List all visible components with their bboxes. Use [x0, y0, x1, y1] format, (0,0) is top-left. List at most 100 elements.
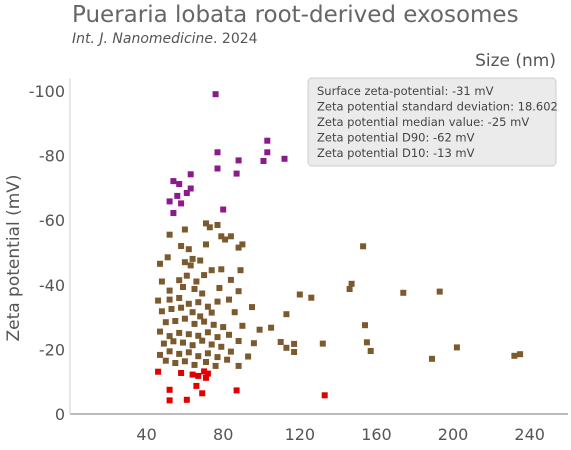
- data-point: [189, 371, 196, 378]
- data-point: [203, 374, 209, 381]
- data-point: [214, 334, 221, 341]
- data-point: [193, 278, 200, 285]
- data-point: [181, 259, 188, 266]
- data-point: [235, 288, 242, 295]
- data-point: [319, 340, 326, 347]
- data-point: [191, 361, 198, 368]
- data-point: [166, 296, 173, 303]
- data-point: [204, 370, 211, 377]
- data-point: [178, 304, 185, 311]
- data-point: [201, 368, 208, 375]
- data-points: [155, 91, 524, 404]
- data-point: [210, 321, 217, 328]
- data-point: [362, 322, 368, 329]
- data-point: [256, 326, 263, 333]
- data-point: [283, 311, 290, 318]
- data-point: [204, 350, 211, 357]
- data-point: [226, 331, 232, 338]
- data-point: [224, 356, 231, 363]
- data-point: [195, 332, 202, 339]
- data-point: [155, 297, 162, 304]
- data-point: [183, 190, 190, 196]
- data-point: [178, 370, 185, 376]
- data-point: [453, 344, 460, 351]
- data-point: [181, 226, 188, 233]
- data-point: [166, 287, 173, 294]
- data-point: [168, 306, 175, 312]
- data-point: [308, 294, 315, 301]
- data-point: [199, 337, 206, 344]
- data-point: [157, 328, 163, 335]
- data-point: [363, 339, 370, 346]
- annotation-line: Surface zeta-potential: -31 mV: [317, 84, 494, 98]
- data-point: [193, 382, 200, 389]
- y-tick-label: -40: [39, 276, 65, 295]
- data-point: [195, 353, 202, 360]
- data-point: [296, 291, 303, 298]
- data-point: [231, 309, 238, 316]
- data-point: [220, 206, 227, 213]
- data-point: [195, 299, 202, 306]
- data-point: [235, 157, 242, 164]
- data-point: [218, 343, 225, 350]
- data-point: [160, 340, 167, 347]
- data-point: [235, 362, 242, 369]
- data-point: [183, 272, 190, 279]
- data-point: [183, 396, 190, 403]
- data-point: [176, 329, 183, 336]
- data-point: [203, 220, 209, 227]
- y-tick-label: -100: [29, 82, 65, 101]
- x-tick-label: 160: [361, 425, 392, 444]
- data-point: [360, 243, 367, 250]
- data-point: [264, 149, 271, 156]
- data-point: [233, 387, 240, 394]
- chart-title: Pueraria lobata root-derived exosomes: [72, 2, 519, 28]
- data-point: [239, 241, 246, 248]
- data-point: [170, 210, 177, 216]
- data-point: [367, 348, 374, 354]
- data-point: [203, 241, 209, 248]
- data-point: [174, 192, 181, 199]
- data-point: [511, 352, 518, 359]
- data-point: [227, 233, 234, 240]
- data-point: [214, 165, 221, 172]
- x-tick-label: 120: [285, 425, 316, 444]
- annotation-line: Zeta potential standard deviation: 18.60…: [317, 100, 558, 114]
- data-point: [227, 276, 234, 283]
- data-point: [162, 319, 169, 326]
- data-point: [214, 354, 221, 361]
- y-tick-label: 0: [55, 405, 65, 424]
- data-point: [264, 137, 271, 144]
- data-point: [166, 386, 173, 393]
- data-point: [185, 300, 192, 307]
- x-tick-label: 200: [438, 425, 469, 444]
- data-point: [237, 267, 244, 274]
- data-point: [189, 342, 196, 349]
- annotation-line: Zeta potential D10: -13 mV: [317, 146, 475, 160]
- data-point: [216, 285, 223, 291]
- data-point: [291, 349, 298, 355]
- data-point: [218, 233, 225, 240]
- data-point: [212, 362, 219, 369]
- data-point: [245, 353, 252, 360]
- data-point: [235, 338, 242, 344]
- subtitle-journal: Int. J. Nanomedicine: [72, 31, 213, 47]
- data-point: [166, 348, 173, 355]
- data-point: [208, 309, 215, 316]
- x-tick-label: 40: [136, 425, 156, 444]
- y-tick-labels: 0 -20 -40 -60 -80 -100: [29, 82, 65, 424]
- data-point: [187, 185, 194, 192]
- data-point: [199, 390, 206, 397]
- data-point: [218, 266, 225, 273]
- data-point: [226, 296, 232, 303]
- data-point: [291, 340, 298, 347]
- data-point: [195, 372, 202, 379]
- data-point: [212, 91, 219, 98]
- data-point: [201, 272, 208, 279]
- data-point: [176, 277, 183, 284]
- data-point: [197, 313, 204, 320]
- data-point: [191, 286, 198, 292]
- data-point: [166, 231, 173, 238]
- data-point: [197, 257, 204, 264]
